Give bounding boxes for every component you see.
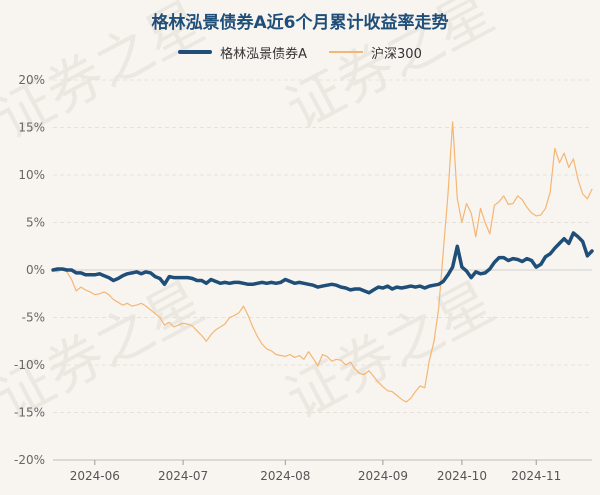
y-tick-label: 15% [18, 121, 45, 135]
y-tick-label: -20% [14, 453, 45, 467]
x-axis: 2024-06 2024-07 2024-08 2024-09 2024-10 2024-… [53, 459, 592, 483]
watermark-text: 证券之星 [276, 270, 504, 433]
series-line-fund [51, 231, 594, 295]
y-tick-label: 10% [18, 168, 45, 182]
y-tick-label: 5% [26, 216, 45, 230]
x-tick-label: 2024-11 [511, 469, 561, 483]
legend: 格林泓景债券A 沪深300 [0, 42, 600, 62]
y-tick-label: -15% [14, 406, 45, 420]
legend-swatch-fund [178, 50, 213, 54]
x-tick-label: 2024-07 [158, 469, 208, 483]
legend-label-fund: 格林泓景债券A [220, 46, 308, 62]
series-lines [51, 121, 594, 403]
y-tick-label: 20% [18, 73, 45, 87]
legend-item-index[interactable]: 沪深300 [329, 43, 422, 62]
legend-swatch-index [329, 51, 364, 53]
legend-item-fund[interactable]: 格林泓景债券A [178, 43, 307, 62]
x-tick-label: 2024-06 [70, 469, 120, 483]
y-tick-label: -5% [22, 311, 45, 325]
y-axis: -20% -15% -10% -5% 0% 5% 10% 15% 20% [14, 73, 45, 467]
x-tick-label: 2024-10 [437, 469, 487, 483]
y-tick-label: 0% [26, 263, 45, 277]
chart-title: 格林泓景债券A近6个月累计收益率走势 [151, 13, 449, 33]
x-tick-label: 2024-08 [260, 469, 310, 483]
legend-label-index: 沪深300 [371, 46, 422, 62]
y-tick-label: -10% [14, 358, 45, 372]
series-line-index [52, 121, 593, 403]
x-tick-label: 2024-09 [358, 469, 408, 483]
